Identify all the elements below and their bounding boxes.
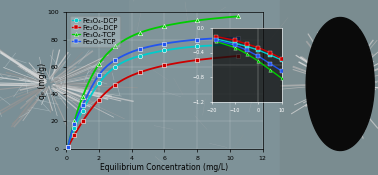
- Point: [137, 71, 143, 74]
- Point: [213, 35, 219, 38]
- Point: [243, 49, 249, 51]
- Legend: Fe₃O₄-DCP, Fe₂O₃-DCP, Fe₃O₄-TCP, Fe₂O₃-TCP: Fe₃O₄-DCP, Fe₂O₃-DCP, Fe₃O₄-TCP, Fe₂O₃-T…: [70, 16, 120, 47]
- X-axis label: Equilibrium Concentration (mg/L): Equilibrium Concentration (mg/L): [101, 163, 228, 172]
- Point: [213, 39, 219, 42]
- Point: [71, 127, 77, 130]
- Point: [279, 58, 285, 61]
- Point: [232, 39, 238, 42]
- Point: [255, 46, 261, 49]
- Point: [235, 37, 241, 40]
- Bar: [280, 0, 378, 175]
- Point: [243, 43, 249, 45]
- Point: [194, 38, 200, 41]
- Point: [65, 146, 71, 149]
- Polygon shape: [306, 18, 374, 150]
- Bar: [0, 0, 129, 175]
- Point: [65, 146, 71, 149]
- Point: [112, 59, 118, 61]
- Point: [232, 42, 238, 45]
- Point: [194, 59, 200, 61]
- Point: [235, 44, 241, 46]
- Point: [96, 98, 102, 101]
- Point: [232, 44, 238, 47]
- Point: [96, 74, 102, 76]
- Point: [71, 123, 77, 126]
- Point: [79, 120, 85, 123]
- Point: [96, 63, 102, 65]
- Point: [79, 96, 85, 98]
- Point: [112, 65, 118, 68]
- Point: [243, 45, 249, 48]
- Point: [267, 51, 273, 54]
- Point: [161, 64, 167, 67]
- Point: [232, 46, 238, 49]
- Point: [255, 49, 261, 51]
- Point: [137, 31, 143, 34]
- Point: [267, 62, 273, 65]
- Point: [112, 45, 118, 48]
- Point: [235, 55, 241, 57]
- Point: [267, 54, 273, 56]
- Point: [79, 104, 85, 106]
- Point: [235, 15, 241, 18]
- Point: [79, 109, 85, 112]
- Point: [213, 38, 219, 40]
- Point: [96, 82, 102, 85]
- Point: [161, 25, 167, 27]
- Point: [137, 55, 143, 57]
- Point: [279, 69, 285, 72]
- Point: [71, 134, 77, 136]
- Point: [161, 49, 167, 52]
- Y-axis label: qₑ (mg/g): qₑ (mg/g): [38, 62, 47, 99]
- Point: [279, 57, 285, 60]
- Point: [137, 48, 143, 51]
- Point: [194, 45, 200, 48]
- Point: [255, 60, 261, 62]
- Point: [161, 42, 167, 45]
- Point: [65, 146, 71, 149]
- Point: [255, 55, 261, 58]
- Point: [194, 19, 200, 22]
- Point: [71, 120, 77, 123]
- Point: [112, 83, 118, 86]
- Point: [243, 52, 249, 55]
- Point: [267, 68, 273, 71]
- Bar: [129, 0, 280, 175]
- Point: [213, 40, 219, 43]
- Point: [279, 77, 285, 80]
- Point: [65, 146, 71, 149]
